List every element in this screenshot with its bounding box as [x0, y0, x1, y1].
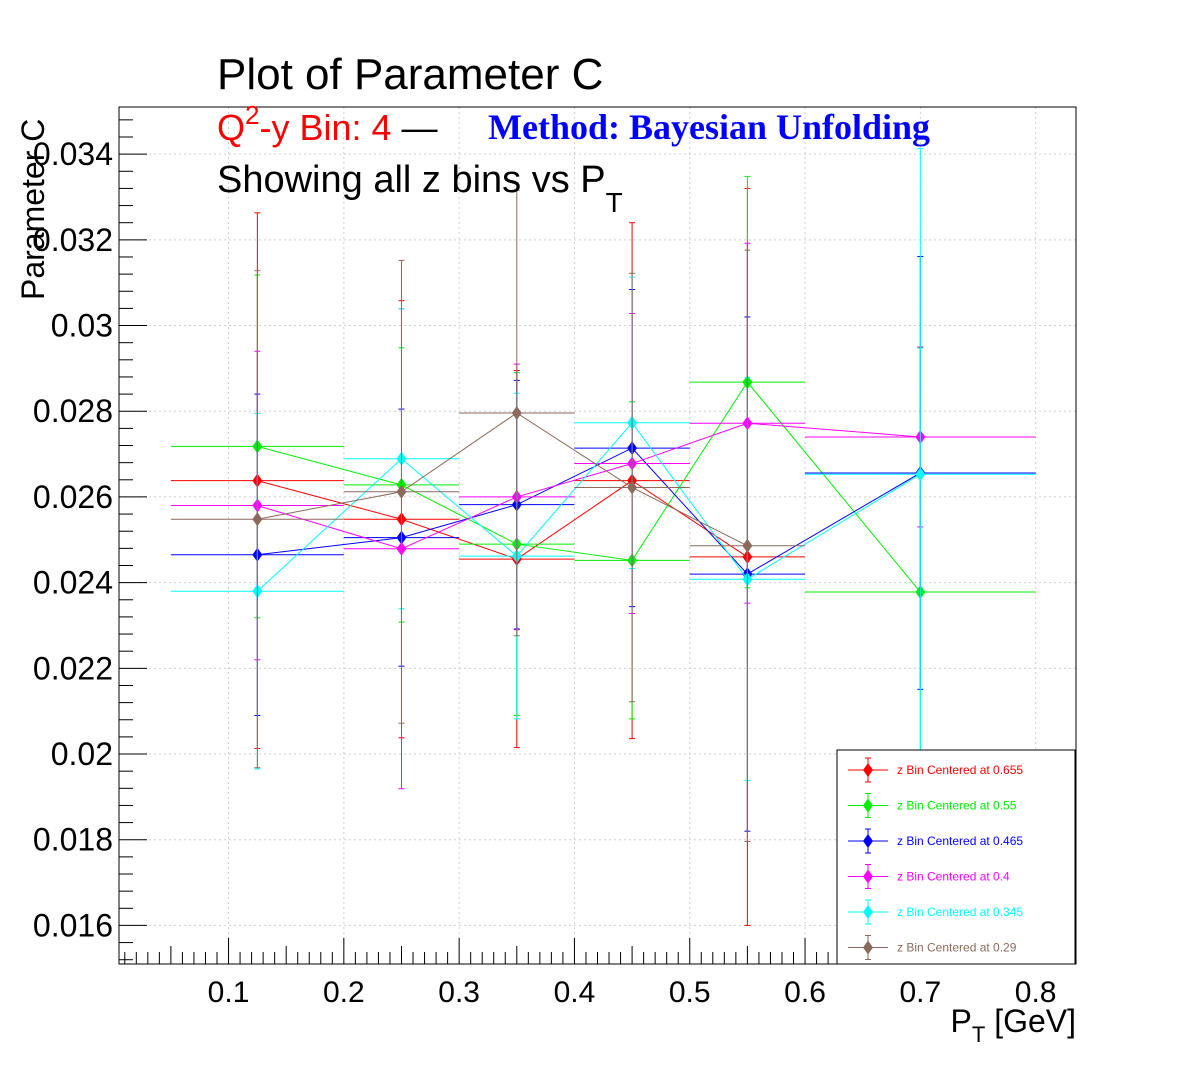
legend-entry: z Bin Centered at 0.4 [848, 864, 1010, 889]
x-tick-label: 0.4 [554, 976, 596, 1009]
y-tick-label: 0.022 [33, 650, 113, 686]
legend-marker [863, 798, 873, 813]
bin-superscript: 2 [245, 100, 259, 130]
subtitle-line3: Showing all z bins vs PT [217, 159, 623, 218]
legend-marker [863, 834, 873, 848]
legend-box [836, 749, 1076, 965]
legend-entry: z Bin Centered at 0.655 [848, 757, 1023, 783]
legend-label: z Bin Centered at 0.29 [897, 941, 1017, 955]
y-tick-label: 0.032 [33, 222, 113, 258]
x-axis-title: PT [GeV] [951, 1003, 1077, 1047]
legend-marker [863, 940, 873, 955]
subtitle-method: Method: Bayesian Unfolding [488, 107, 930, 147]
series-line [257, 480, 748, 560]
y-axis-title: Parameter C [15, 119, 51, 300]
y-tick-label: 0.016 [33, 907, 113, 943]
y-tick-label: 0.034 [33, 136, 113, 172]
bin-text: -y Bin: 4 [259, 107, 391, 148]
legend-label: z Bin Centered at 0.465 [897, 834, 1023, 848]
series-line [257, 381, 921, 593]
x-title-sub: T [972, 1022, 985, 1047]
chart-title: Plot of Parameter C [217, 50, 603, 99]
data-series [170, 148, 1036, 926]
legend: z Bin Centered at 0.655 z Bin Centered at… [836, 749, 1076, 965]
data-point [396, 484, 407, 499]
series-1 [170, 175, 1036, 837]
x-tick-label: 0.2 [323, 976, 365, 1009]
x-title-main: P [951, 1003, 972, 1039]
series-5 [170, 189, 806, 842]
legend-entry: z Bin Centered at 0.465 [848, 828, 1023, 854]
subtitle-dash: — [392, 107, 438, 148]
y-tick-label: 0.026 [33, 479, 113, 515]
legend-entry: z Bin Centered at 0.55 [848, 793, 1017, 818]
series-line [257, 422, 921, 592]
y-tick-label: 0.03 [51, 308, 113, 344]
data-point [511, 405, 522, 420]
bin-prefix: Q [217, 107, 245, 148]
data-point [742, 538, 753, 553]
x-tick-label: 0.7 [899, 976, 941, 1009]
legend-marker [863, 905, 873, 919]
series-line [257, 447, 921, 575]
y-tick-label: 0.024 [33, 565, 113, 601]
x-tick-label: 0.1 [208, 976, 250, 1009]
series-2 [170, 256, 1036, 832]
x-tick-label: 0.6 [784, 976, 826, 1009]
x-tick-label: 0.8 [1015, 976, 1057, 1009]
x-tick-label: 0.3 [438, 976, 480, 1009]
data-point [915, 467, 926, 482]
legend-label: z Bin Centered at 0.55 [897, 799, 1017, 813]
legend-marker [863, 763, 873, 777]
series-line [257, 422, 921, 550]
line3-text: Showing all z bins vs P [217, 159, 606, 201]
legend-marker [863, 869, 873, 884]
y-tick-label: 0.02 [51, 736, 113, 772]
x-tick-label: 0.5 [669, 976, 711, 1009]
subtitle-bin: Q2-y Bin: 4 — [217, 100, 438, 148]
legend-label: z Bin Centered at 0.4 [897, 870, 1010, 884]
series-0 [170, 187, 806, 926]
axes: 0.1 0.2 0.3 0.4 0.5 0.6 0.7 0.8 0.016 0.018 0.02 0.… [33, 119, 1060, 1009]
legend-entry: z Bin Centered at 0.345 [848, 899, 1023, 925]
data-point [627, 480, 638, 495]
y-tick-label: 0.028 [33, 393, 113, 429]
legend-label: z Bin Centered at 0.345 [897, 905, 1023, 919]
data-point [252, 512, 263, 527]
y-tick-label: 0.018 [33, 822, 113, 858]
x-title-rest: [GeV] [985, 1003, 1076, 1039]
line3-subscript: T [606, 187, 623, 218]
legend-entry: z Bin Centered at 0.29 [848, 935, 1017, 960]
legend-label: z Bin Centered at 0.655 [897, 763, 1023, 777]
series-4 [170, 148, 1036, 801]
